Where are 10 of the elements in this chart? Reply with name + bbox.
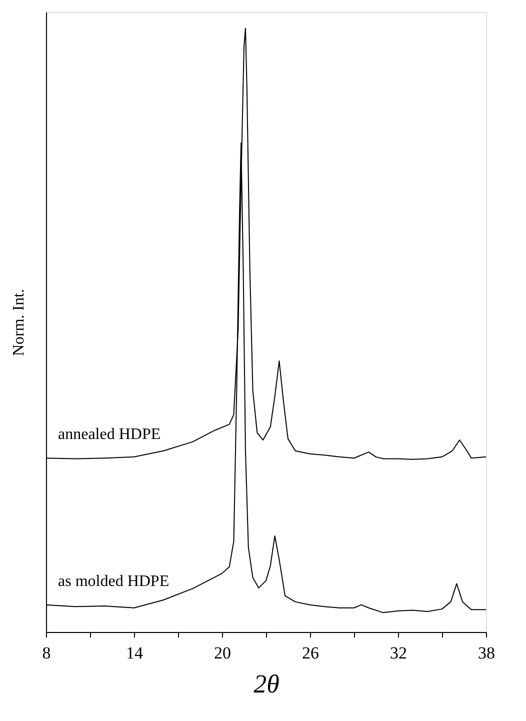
x-tick-label: 26 [302,644,319,662]
x-axis-title: 2θ [254,670,280,698]
series-label: annealed HDPE [58,426,161,444]
x-tick-label: 38 [478,644,495,662]
x-tick-label: 8 [42,644,51,662]
y-axis-title: Norm. Int. [10,288,28,356]
x-tick-label: 32 [390,644,407,662]
x-tick-label: 20 [214,644,231,662]
series-label: as molded HDPE [58,572,170,590]
x-tick-label: 14 [126,644,144,662]
